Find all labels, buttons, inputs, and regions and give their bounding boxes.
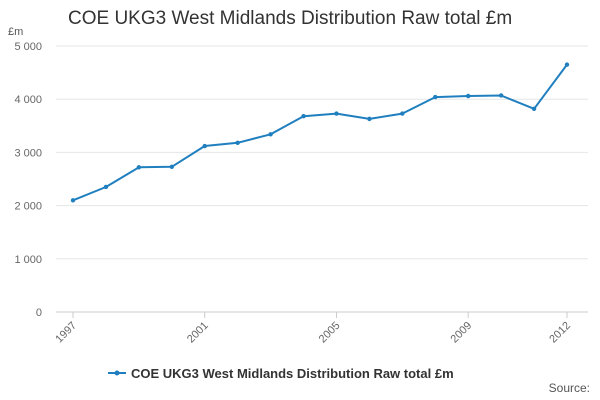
- data-point: [235, 140, 240, 146]
- chart-title: COE UKG3 West Midlands Distribution Raw …: [68, 8, 513, 29]
- y-axis-ticks: 0 1 000 2 000 3 000 4 000 5 000: [14, 41, 42, 319]
- data-point: [433, 94, 438, 100]
- data-point: [103, 184, 109, 190]
- y-tick-label: 4 000: [14, 94, 42, 106]
- y-tick-label: 5 000: [14, 41, 42, 53]
- x-tick-label: 2009: [449, 320, 475, 346]
- legend-marker: [114, 370, 120, 376]
- x-tick-label: 2005: [317, 320, 343, 346]
- y-tick-label: 3 000: [14, 147, 42, 159]
- source-label: Source:: [548, 381, 590, 395]
- y-tick-label: 2 000: [14, 201, 42, 213]
- series-line: [72, 64, 568, 202]
- series-group: [70, 62, 570, 203]
- data-point: [367, 116, 372, 122]
- data-point: [136, 165, 142, 170]
- legend: COE UKG3 West Midlands Distribution Raw …: [108, 366, 454, 381]
- y-axis-unit-label: £m: [8, 26, 24, 38]
- grid-lines: [56, 45, 588, 313]
- data-point: [564, 62, 570, 67]
- data-point: [531, 106, 537, 111]
- data-point: [400, 111, 405, 116]
- data-point: [498, 93, 504, 98]
- data-point: [466, 93, 471, 99]
- data-point: [301, 114, 306, 119]
- legend-label: COE UKG3 West Midlands Distribution Raw …: [131, 366, 454, 381]
- data-point: [169, 164, 174, 169]
- x-tick-label: 2012: [547, 320, 573, 346]
- y-tick-label: 0: [36, 307, 42, 319]
- data-point: [334, 111, 339, 116]
- x-axis: 1997 2001 2005 2009 2012: [53, 312, 573, 345]
- data-point: [70, 198, 76, 203]
- x-tick-label: 2001: [185, 320, 211, 346]
- data-point: [268, 132, 273, 137]
- y-tick-label: 1 000: [14, 254, 42, 266]
- data-point: [202, 143, 207, 149]
- x-tick-label: 1997: [53, 320, 79, 346]
